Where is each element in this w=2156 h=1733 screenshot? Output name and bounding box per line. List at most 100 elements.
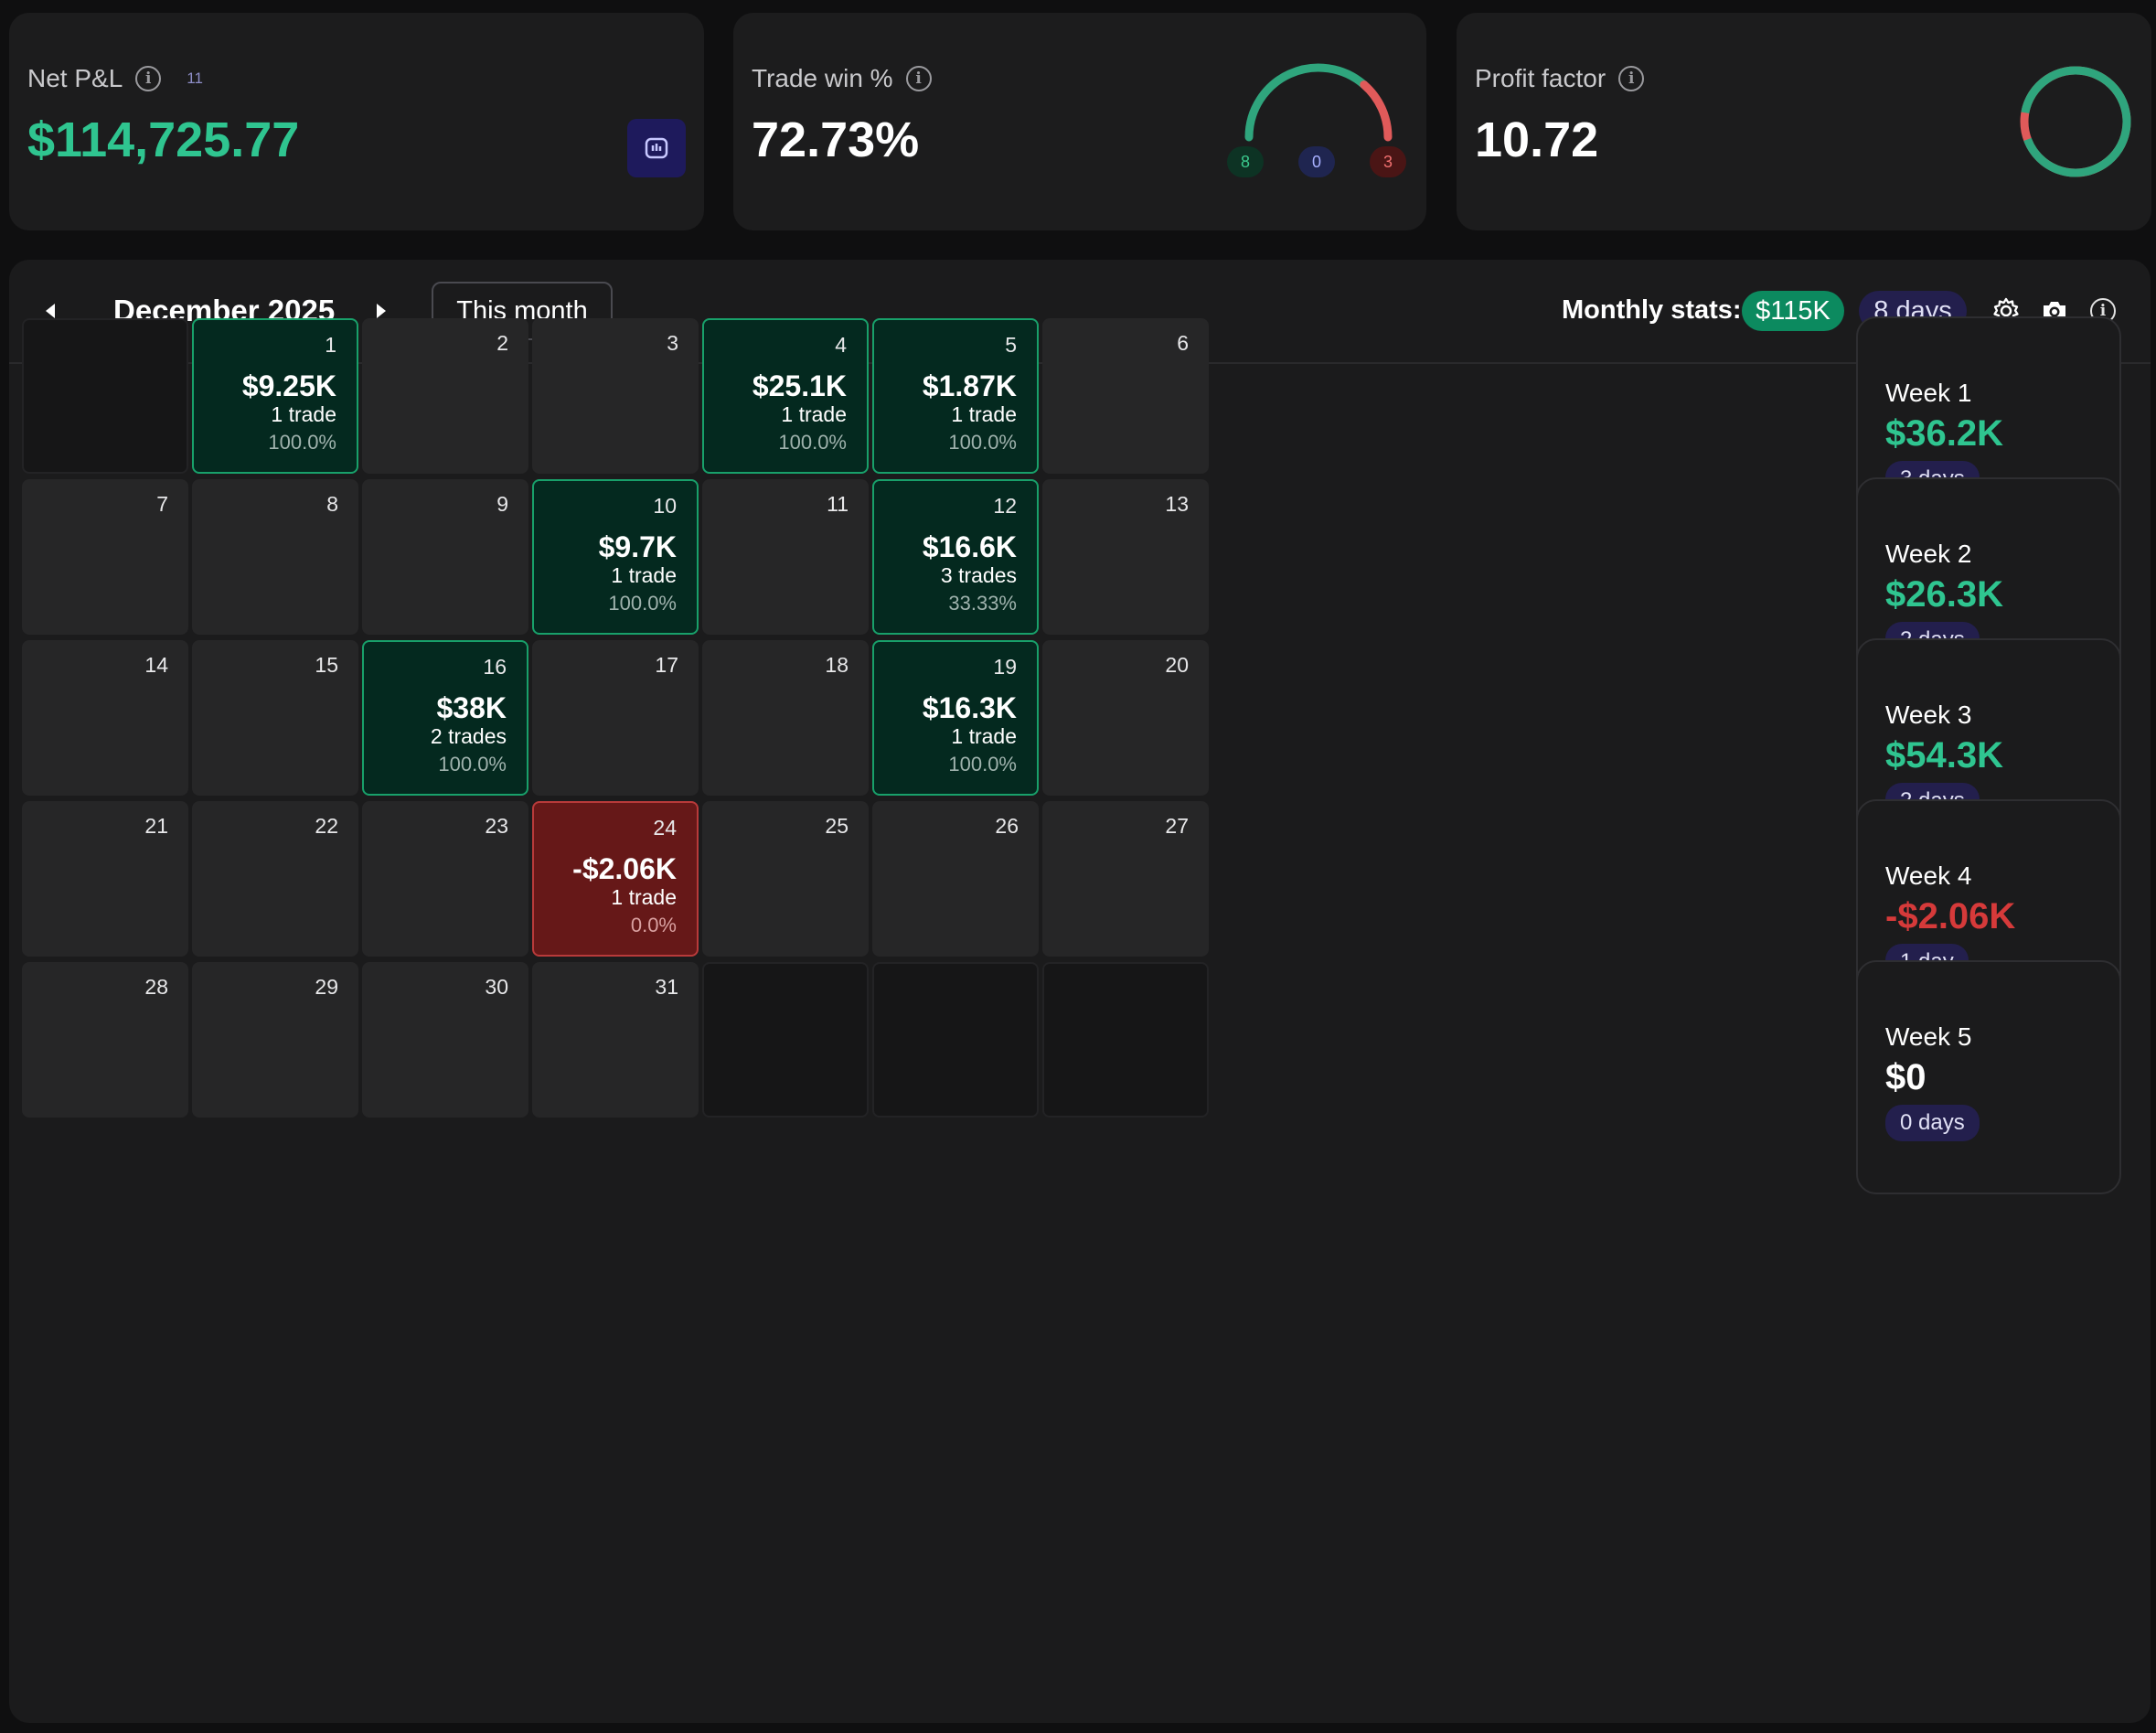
day-cell-12[interactable]: 12 $16.6K 3 trades 33.33% bbox=[872, 479, 1039, 635]
wins-badge: 8 bbox=[1227, 146, 1264, 177]
day-cell-9[interactable]: 9 bbox=[362, 479, 528, 635]
day-cell-empty bbox=[1042, 962, 1209, 1118]
day-number: 29 bbox=[315, 975, 338, 999]
day-cell-4[interactable]: 4 $25.1K 1 trade 100.0% bbox=[702, 318, 869, 474]
breakeven-badge: 0 bbox=[1298, 146, 1335, 177]
day-cell-13[interactable]: 13 bbox=[1042, 479, 1209, 635]
week-title: Week 4 bbox=[1885, 861, 1972, 890]
day-number: 15 bbox=[315, 653, 338, 677]
net-pnl-card: Net P&L i 11 $114,725.77 bbox=[9, 13, 704, 230]
camera-icon bbox=[2044, 302, 2065, 320]
day-cell-8[interactable]: 8 bbox=[192, 479, 358, 635]
gauge-loss-arc bbox=[1360, 80, 1393, 142]
day-cell-3[interactable]: 3 bbox=[532, 318, 699, 474]
day-cell-26[interactable]: 26 bbox=[872, 801, 1039, 957]
day-number: 28 bbox=[144, 975, 168, 999]
report-icon bbox=[645, 137, 668, 159]
info-icon[interactable]: i bbox=[1618, 66, 1645, 91]
day-cell-25[interactable]: 25 bbox=[702, 801, 869, 957]
ring-win-segment bbox=[2020, 66, 2131, 177]
day-win-rate: 100.0% bbox=[438, 753, 507, 776]
day-cell-29[interactable]: 29 bbox=[192, 962, 358, 1118]
day-cell-31[interactable]: 31 bbox=[532, 962, 699, 1118]
profit-factor-ring bbox=[2020, 66, 2131, 177]
day-cell-1[interactable]: 1 $9.25K 1 trade 100.0% bbox=[192, 318, 358, 474]
day-pnl: $16.3K bbox=[922, 691, 1017, 724]
day-number: 20 bbox=[1165, 653, 1189, 677]
day-cell-19[interactable]: 19 $16.3K 1 trade 100.0% bbox=[872, 640, 1039, 796]
week-title: Week 1 bbox=[1885, 379, 1972, 407]
day-cell-6[interactable]: 6 bbox=[1042, 318, 1209, 474]
week-pnl: $26.3K bbox=[1885, 574, 2003, 615]
profit-factor-card: Profit factor i 10.72 bbox=[1457, 13, 2151, 230]
week-title: Week 5 bbox=[1885, 1022, 1972, 1051]
day-number: 3 bbox=[667, 331, 678, 355]
caret-left-icon bbox=[46, 304, 55, 318]
day-number: 23 bbox=[485, 814, 508, 838]
day-number: 27 bbox=[1165, 814, 1189, 838]
day-win-rate: 0.0% bbox=[630, 914, 677, 936]
gauge-win-arc bbox=[1244, 63, 1369, 142]
day-number: 30 bbox=[485, 975, 508, 999]
info-icon[interactable]: i bbox=[905, 66, 932, 91]
day-cell-10[interactable]: 10 $9.7K 1 trade 100.0% bbox=[532, 479, 699, 635]
day-cell-21[interactable]: 21 bbox=[22, 801, 188, 957]
day-number: 13 bbox=[1165, 492, 1189, 516]
day-cell-7[interactable]: 7 bbox=[22, 479, 188, 635]
screenshot-button[interactable] bbox=[2039, 295, 2070, 326]
info-icon[interactable]: i bbox=[135, 66, 162, 91]
day-cell-15[interactable]: 15 bbox=[192, 640, 358, 796]
week-title: Week 2 bbox=[1885, 540, 1972, 568]
day-cell-22[interactable]: 22 bbox=[192, 801, 358, 957]
trade-win-header: Trade win % i bbox=[752, 64, 932, 93]
prev-month-button[interactable] bbox=[37, 297, 64, 325]
day-cell-28[interactable]: 28 bbox=[22, 962, 188, 1118]
day-win-rate: 100.0% bbox=[608, 592, 677, 615]
day-pnl: $9.25K bbox=[241, 369, 336, 402]
day-cell-17[interactable]: 17 bbox=[532, 640, 699, 796]
next-month-button[interactable] bbox=[368, 297, 395, 325]
day-pnl: $1.87K bbox=[922, 369, 1017, 402]
day-number: 31 bbox=[655, 975, 678, 999]
week-pnl: -$2.06K bbox=[1885, 896, 2016, 936]
day-number: 24 bbox=[653, 816, 677, 840]
day-trade-count: 1 trade bbox=[611, 563, 677, 587]
report-button[interactable] bbox=[627, 119, 686, 177]
day-win-rate: 100.0% bbox=[948, 431, 1017, 454]
profit-factor-header: Profit factor i bbox=[1475, 64, 1645, 93]
day-cell-empty bbox=[22, 318, 188, 474]
net-pnl-label: Net P&L bbox=[27, 64, 123, 92]
day-trade-count: 1 trade bbox=[611, 885, 677, 909]
day-pnl: $16.6K bbox=[922, 530, 1017, 563]
week-summary-5[interactable]: Week 5 $0 0 days bbox=[1856, 960, 2121, 1194]
net-pnl-value: $114,725.77 bbox=[27, 112, 300, 167]
day-trade-count: 1 trade bbox=[781, 402, 847, 426]
day-number: 9 bbox=[496, 492, 508, 516]
week-pnl: $54.3K bbox=[1885, 735, 2003, 776]
trade-count-badge: 11 bbox=[187, 70, 203, 87]
trade-win-card: Trade win % i 72.73% 8 0 3 bbox=[733, 13, 1426, 230]
day-cell-30[interactable]: 30 bbox=[362, 962, 528, 1118]
day-cell-14[interactable]: 14 bbox=[22, 640, 188, 796]
profit-factor-label: Profit factor bbox=[1475, 64, 1606, 92]
day-number: 8 bbox=[326, 492, 338, 516]
day-trade-count: 3 trades bbox=[940, 563, 1017, 587]
day-number: 26 bbox=[995, 814, 1019, 838]
day-cell-27[interactable]: 27 bbox=[1042, 801, 1209, 957]
day-cell-16[interactable]: 16 $38K 2 trades 100.0% bbox=[362, 640, 528, 796]
day-cell-20[interactable]: 20 bbox=[1042, 640, 1209, 796]
day-cell-23[interactable]: 23 bbox=[362, 801, 528, 957]
day-cell-18[interactable]: 18 bbox=[702, 640, 869, 796]
day-cell-2[interactable]: 2 bbox=[362, 318, 528, 474]
week-pnl: $36.2K bbox=[1885, 413, 2003, 454]
day-cell-24[interactable]: 24 -$2.06K 1 trade 0.0% bbox=[532, 801, 699, 957]
day-number: 7 bbox=[156, 492, 168, 516]
day-pnl: $9.7K bbox=[598, 530, 677, 563]
caret-right-icon bbox=[377, 304, 386, 318]
day-number: 5 bbox=[1005, 333, 1017, 357]
day-cell-5[interactable]: 5 $1.87K 1 trade 100.0% bbox=[872, 318, 1039, 474]
day-trade-count: 2 trades bbox=[430, 724, 507, 748]
day-cell-11[interactable]: 11 bbox=[702, 479, 869, 635]
calendar-panel: December 2025 This month Monthly stats: … bbox=[9, 260, 2151, 1723]
day-pnl: $38K bbox=[436, 691, 507, 724]
